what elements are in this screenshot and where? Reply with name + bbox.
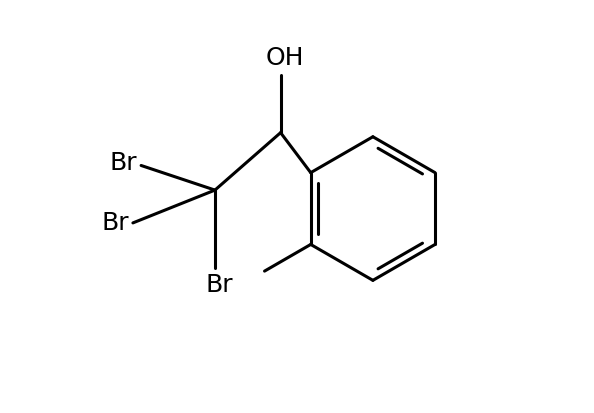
Text: Br: Br [109, 152, 137, 176]
Text: Br: Br [101, 211, 129, 235]
Text: Br: Br [206, 273, 233, 297]
Text: OH: OH [266, 46, 304, 70]
